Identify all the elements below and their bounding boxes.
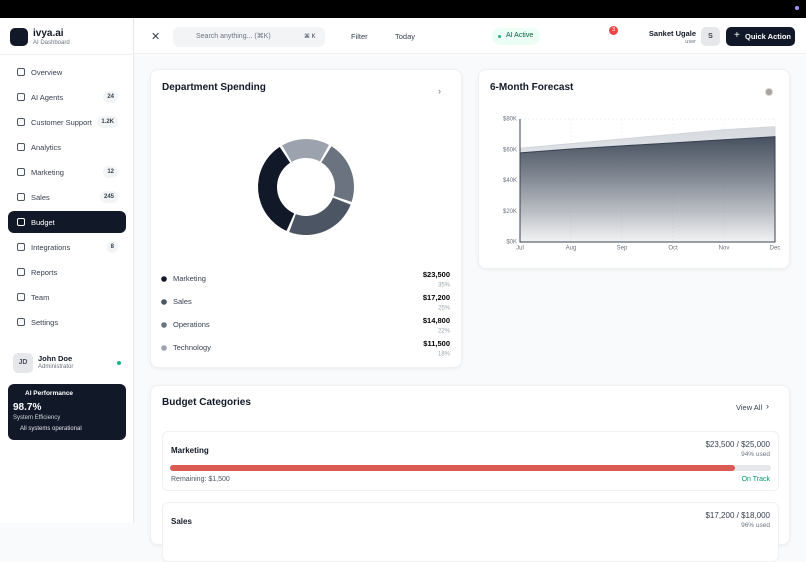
nav-label: Budget bbox=[31, 218, 55, 227]
online-dot bbox=[117, 361, 121, 365]
header-avatar-initial: S bbox=[708, 33, 713, 40]
logo bbox=[10, 28, 28, 46]
nav-badge: 12 bbox=[103, 166, 118, 178]
user-avatar bbox=[13, 353, 33, 373]
quick-action-plus: + bbox=[734, 30, 740, 41]
sidebar-divider bbox=[0, 54, 134, 55]
notification-badge: 3 bbox=[609, 26, 618, 35]
nav-badge: 8 bbox=[106, 241, 118, 253]
budget-name: Sales bbox=[171, 517, 192, 526]
nav-icon bbox=[17, 243, 25, 251]
top-bar bbox=[0, 0, 806, 18]
perf-value: 98.7% bbox=[13, 402, 42, 413]
budget-name: Marketing bbox=[171, 446, 209, 455]
nav-label: Analytics bbox=[31, 143, 62, 152]
nav-label: Sales bbox=[31, 193, 50, 202]
nav-label: Reports bbox=[31, 268, 58, 277]
nav-icon bbox=[17, 318, 25, 326]
spending-chevron[interactable]: › bbox=[438, 86, 441, 96]
user-name: John Doe bbox=[38, 354, 73, 363]
forecast-card bbox=[478, 69, 790, 269]
brand-subtitle: AI Dashboard bbox=[33, 40, 70, 46]
view-all-chevron: › bbox=[766, 401, 769, 411]
budget-amount: $23,500 / $25,000 bbox=[705, 440, 770, 449]
nav-label: Settings bbox=[31, 318, 59, 327]
view-all[interactable]: View All bbox=[736, 403, 763, 412]
nav-label: Team bbox=[31, 293, 50, 302]
header-user-role: user bbox=[685, 39, 696, 45]
perf-label: System Efficiency bbox=[13, 415, 61, 421]
progress-track bbox=[170, 465, 771, 471]
nav-item[interactable]: Reports bbox=[8, 261, 126, 283]
brand-name: ivya.ai bbox=[33, 28, 64, 39]
nav-item[interactable]: Integrations 8 bbox=[8, 236, 126, 258]
spending-card bbox=[150, 69, 462, 368]
filter-button[interactable]: Filter bbox=[351, 32, 368, 41]
close-button[interactable]: ✕ bbox=[151, 31, 161, 43]
budget-used: 96% used bbox=[741, 522, 770, 529]
nav-icon bbox=[17, 93, 25, 101]
nav-label: AI Agents bbox=[31, 93, 64, 102]
nav-badge: 245 bbox=[99, 191, 118, 203]
nav-label: Overview bbox=[31, 68, 63, 77]
nav-item[interactable]: Overview bbox=[8, 61, 126, 83]
perf-title: AI Performance bbox=[25, 390, 74, 397]
nav-item[interactable]: Analytics bbox=[8, 136, 126, 158]
progress-bar bbox=[170, 465, 735, 471]
forecast-dot bbox=[765, 88, 773, 96]
header-user-name: Sanket Ugale bbox=[648, 29, 696, 38]
search-placeholder: Search anything... (⌘K) bbox=[196, 33, 271, 40]
nav-item[interactable]: Budget bbox=[8, 211, 126, 233]
nav-badge: 24 bbox=[103, 91, 118, 103]
nav-item[interactable]: Settings bbox=[8, 311, 126, 333]
ai-status: AI Active bbox=[506, 32, 534, 39]
nav-label: Integrations bbox=[31, 243, 71, 252]
nav-item[interactable]: Sales 245 bbox=[8, 186, 126, 208]
header-avatar[interactable] bbox=[701, 27, 720, 46]
budget-status: On Track bbox=[741, 476, 770, 483]
budget-amount: $17,200 / $18,000 bbox=[705, 511, 770, 520]
budget-used: 94% used bbox=[741, 451, 770, 458]
user-initials: JD bbox=[18, 359, 28, 366]
nav-icon bbox=[17, 193, 25, 201]
nav-icon bbox=[17, 268, 25, 276]
forecast-title: 6-Month Forecast bbox=[490, 82, 574, 93]
nav-item[interactable]: Marketing 12 bbox=[8, 161, 126, 183]
nav-icon bbox=[17, 118, 25, 126]
nav-label: Customer Support bbox=[31, 118, 92, 127]
nav-item[interactable]: Customer Support 1.2K bbox=[8, 111, 126, 133]
nav-icon bbox=[17, 218, 25, 226]
search-box[interactable] bbox=[173, 27, 325, 47]
performance-card: AI Performance 98.7% System Efficiency A… bbox=[8, 384, 126, 440]
quick-action-label: Quick Action bbox=[745, 32, 791, 41]
quick-action[interactable] bbox=[726, 27, 795, 46]
spending-title: Department Spending bbox=[162, 82, 266, 93]
nav-item[interactable]: Team bbox=[8, 286, 126, 308]
date-button[interactable]: Today bbox=[395, 32, 416, 41]
header bbox=[134, 18, 806, 54]
nav-icon bbox=[17, 143, 25, 151]
dot bbox=[795, 6, 799, 10]
nav-icon bbox=[17, 68, 25, 76]
budget-remaining: Remaining: $1,500 bbox=[171, 476, 230, 483]
nav-item[interactable]: AI Agents 24 bbox=[8, 86, 126, 108]
budget-item: Marketing $23,500 / $25,000 94% used Remain… bbox=[162, 431, 779, 491]
nav-icon bbox=[17, 293, 25, 301]
ai-status-pill bbox=[492, 28, 540, 45]
search-shortcut: ⌘ K bbox=[304, 34, 316, 40]
nav-badge: 1.2K bbox=[97, 116, 118, 128]
ai-dot bbox=[498, 35, 501, 38]
nav-label: Marketing bbox=[31, 168, 64, 177]
user-role: Administrator bbox=[38, 364, 74, 370]
budget-item: Sales $17,200 / $18,000 96% used bbox=[162, 502, 779, 562]
budget-title: Budget Categories bbox=[162, 397, 251, 408]
nav-icon bbox=[17, 168, 25, 176]
perf-status: All systems operational bbox=[20, 426, 82, 432]
